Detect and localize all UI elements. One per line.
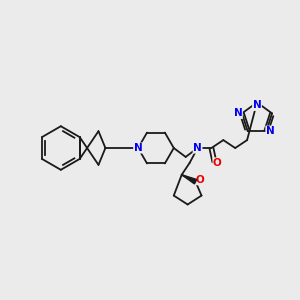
Polygon shape <box>182 175 197 184</box>
Text: N: N <box>266 126 275 136</box>
Text: O: O <box>195 175 204 185</box>
Text: N: N <box>134 143 142 153</box>
Text: N: N <box>234 108 242 118</box>
Text: O: O <box>213 158 222 168</box>
Text: N: N <box>193 143 202 153</box>
Text: N: N <box>253 100 261 110</box>
